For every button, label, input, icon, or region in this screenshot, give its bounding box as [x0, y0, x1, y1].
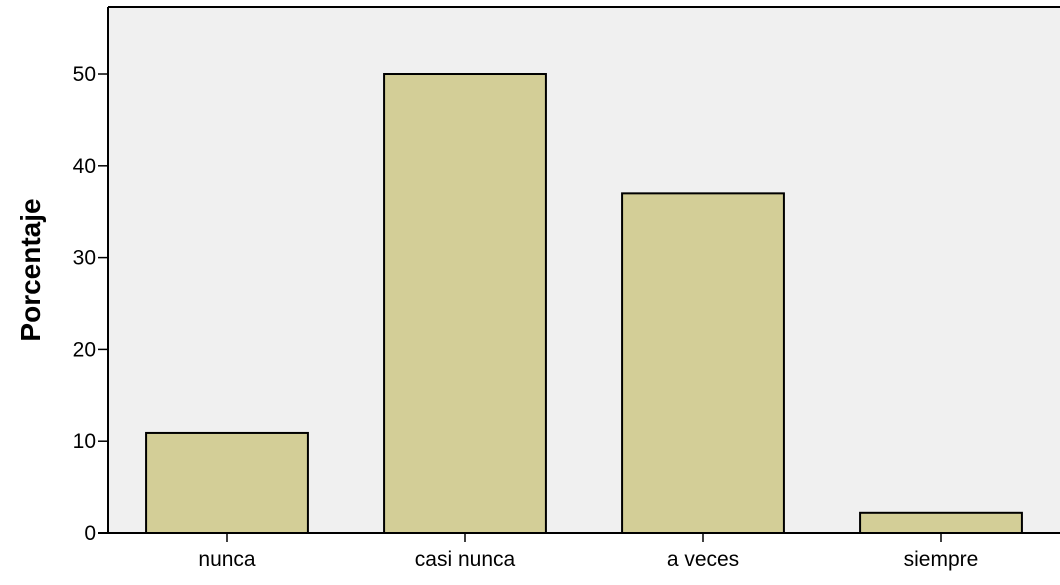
y-tick-label: 40 [73, 155, 96, 178]
y-tick-label: 10 [73, 430, 96, 453]
y-axis-title: Porcentaje [15, 198, 46, 341]
bars-group [145, 73, 1023, 535]
bar-a-veces [621, 192, 785, 535]
y-tick-label: 50 [73, 63, 96, 86]
x-tick-label: casi nunca [415, 548, 516, 571]
x-axis: nunca casi nunca a veces siempre [98, 532, 1060, 571]
bar-siempre [859, 511, 1023, 535]
y-tick-label: 30 [73, 247, 96, 270]
x-tick-label: nunca [198, 548, 256, 571]
x-tick-label: siempre [904, 548, 979, 571]
x-tick-label: a veces [667, 548, 739, 571]
y-axis: 0 10 20 30 40 50 [73, 6, 1060, 545]
bar-casi-nunca [383, 73, 547, 535]
y-tick-label: 20 [73, 338, 96, 361]
bar-nunca [145, 431, 309, 535]
y-tick-label: 0 [84, 522, 96, 545]
